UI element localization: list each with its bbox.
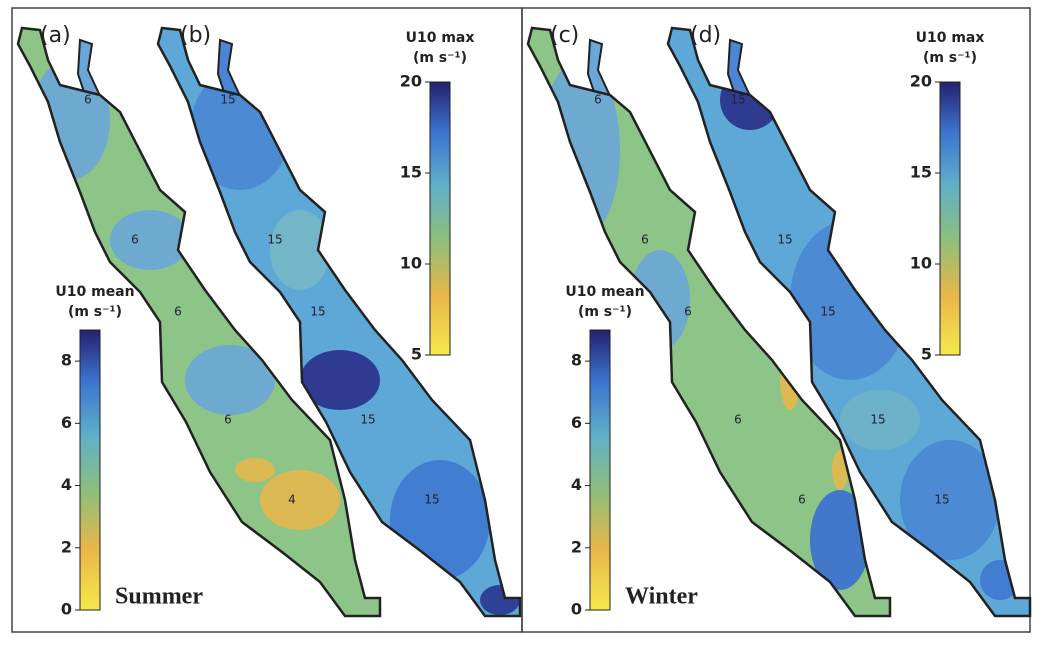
contour-label: 6 [641, 233, 649, 247]
colorbar-tick-label: 4 [61, 475, 72, 494]
field-patch [790, 220, 910, 380]
field-patch [300, 350, 380, 410]
colorbar-unit: (m s⁻¹) [578, 304, 632, 320]
field-patch [190, 70, 290, 190]
contour-label: 6 [798, 493, 806, 507]
season-label: Summer [115, 584, 203, 610]
colorbar-tick-label: 15 [910, 163, 932, 182]
colorbar-tick-label: 5 [411, 345, 422, 364]
contour-label: 4 [288, 493, 296, 507]
contour-label: 6 [684, 305, 692, 319]
panel-label: (d) [690, 23, 721, 48]
colorbar-tick-label: 10 [910, 254, 932, 273]
panel-label: (b) [180, 23, 211, 48]
field [720, 70, 1020, 600]
field-patch [260, 470, 340, 530]
colorbar-tick-label: 0 [571, 600, 582, 619]
contour-label: 15 [310, 305, 325, 319]
field-patch [235, 458, 275, 482]
colorbar-tick-label: 6 [61, 413, 72, 432]
contour-label: 15 [220, 93, 235, 107]
colorbar [939, 81, 961, 356]
colorbar-tick-label: 2 [61, 537, 72, 556]
contour-label: 15 [267, 233, 282, 247]
colorbar-tick-label: 20 [910, 72, 932, 91]
field-patch [840, 390, 920, 450]
panel-label: (c) [550, 23, 579, 48]
colorbar-tick-label: 6 [571, 413, 582, 432]
contour-label: 6 [174, 305, 182, 319]
panel-frame [521, 7, 1031, 633]
colorbar-tick-label: 15 [400, 163, 422, 182]
contour-label: 6 [131, 233, 139, 247]
contour-label: 6 [594, 93, 602, 107]
contour-label: 15 [424, 493, 439, 507]
coastline [666, 26, 1032, 618]
field-patch [480, 585, 520, 615]
contour-label: 15 [820, 305, 835, 319]
sea-region [18, 28, 380, 616]
colorbar-tick-label: 10 [400, 254, 422, 273]
contour-label: 6 [224, 413, 232, 427]
field-patch [185, 345, 275, 415]
field-patch [110, 210, 190, 270]
colorbar-tick-label: 2 [571, 537, 582, 556]
panel-label: (a) [40, 23, 71, 48]
contour-label: 15 [360, 413, 375, 427]
coastline [16, 26, 382, 618]
colorbar-tick-label: 8 [571, 351, 582, 370]
colorbar-title: U10 max [406, 30, 475, 46]
contour-label: 15 [730, 93, 745, 107]
field-patch [810, 490, 870, 590]
colorbar [589, 329, 611, 611]
field-patch [900, 440, 1000, 560]
coastline [526, 26, 892, 618]
field-patch [390, 460, 490, 580]
colorbar-tick-label: 20 [400, 72, 422, 91]
colorbar-title: U10 max [916, 30, 985, 46]
colorbar-tick-label: 8 [61, 351, 72, 370]
colorbar [79, 329, 101, 611]
sea-region [528, 28, 890, 616]
contour-label: 6 [734, 413, 742, 427]
colorbar-title: U10 mean [55, 284, 134, 300]
field-patch [832, 450, 848, 490]
contour-label: 15 [870, 413, 885, 427]
coastline [156, 26, 522, 618]
colorbar-tick-label: 0 [61, 600, 72, 619]
field-patch [630, 250, 690, 350]
season-label: Winter [625, 584, 698, 610]
colorbar-title: U10 mean [565, 284, 644, 300]
contour-label: 6 [84, 93, 92, 107]
field-patch [30, 60, 110, 180]
colorbar-tick-label: 5 [921, 345, 932, 364]
field-patch [270, 210, 330, 290]
colorbar-unit: (m s⁻¹) [923, 50, 977, 66]
contour-label: 15 [934, 493, 949, 507]
colorbar-unit: (m s⁻¹) [413, 50, 467, 66]
colorbar-unit: (m s⁻¹) [68, 304, 122, 320]
contour-label: 15 [777, 233, 792, 247]
colorbar-tick-label: 4 [571, 475, 582, 494]
colorbar [429, 81, 451, 356]
field-patch [780, 350, 800, 410]
